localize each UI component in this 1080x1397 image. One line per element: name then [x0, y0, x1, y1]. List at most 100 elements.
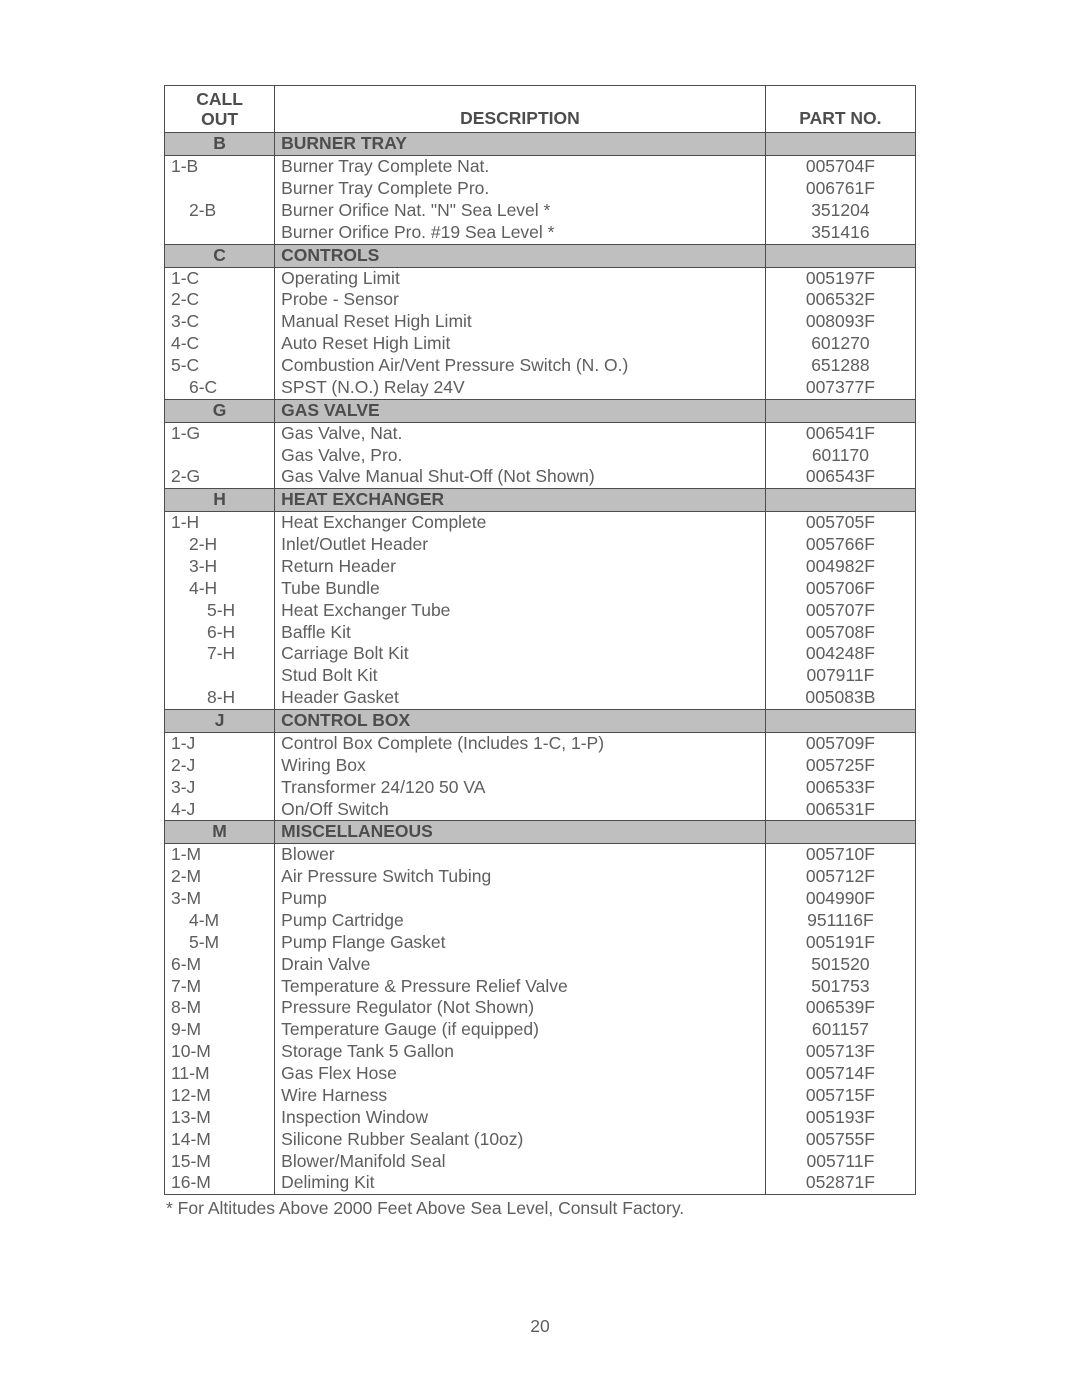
- table-row: 1-BBurner Tray Complete Nat.005704F: [165, 156, 916, 178]
- table-row: 5-HHeat Exchanger Tube005707F: [165, 600, 916, 622]
- description-cell: Inspection Window: [275, 1107, 766, 1129]
- description-cell: Burner Tray Complete Pro.: [275, 178, 766, 200]
- description-cell: Transformer 24/120 50 VA: [275, 777, 766, 799]
- table-row: 3-HReturn Header004982F: [165, 556, 916, 578]
- callout-text: 4-J: [171, 799, 268, 821]
- callout-cell: 1-J: [165, 732, 275, 754]
- callout-cell: 4-C: [165, 333, 275, 355]
- table-row: 14-MSilicone Rubber Sealant (10oz)005755…: [165, 1129, 916, 1151]
- table-row: 7-HCarriage Bolt Kit004248F: [165, 643, 916, 665]
- partno-cell: 006531F: [765, 799, 915, 821]
- table-row: 4-J On/Off Switch006531F: [165, 799, 916, 821]
- callout-text: 3-C: [171, 311, 268, 333]
- section-code: J: [165, 710, 275, 733]
- table-row: 2-MAir Pressure Switch Tubing005712F: [165, 866, 916, 888]
- table-row: 2-HInlet/Outlet Header005766F: [165, 534, 916, 556]
- partno-cell: 004982F: [765, 556, 915, 578]
- table-row: 6-HBaffle Kit005708F: [165, 622, 916, 644]
- callout-text: 8-M: [171, 997, 268, 1019]
- section-code: B: [165, 133, 275, 156]
- section-empty: [765, 710, 915, 733]
- callout-text: 1-B: [171, 156, 268, 178]
- table-row: 6-MDrain Valve501520: [165, 954, 916, 976]
- description-cell: Auto Reset High Limit: [275, 333, 766, 355]
- partno-cell: 005193F: [765, 1107, 915, 1129]
- callout-text: 6-M: [171, 954, 268, 976]
- table-row: 4-MPump Cartridge951116F: [165, 910, 916, 932]
- partno-cell: 005712F: [765, 866, 915, 888]
- partno-cell: 007377F: [765, 377, 915, 399]
- callout-text: 6-H: [171, 622, 268, 644]
- description-cell: Pump Flange Gasket: [275, 932, 766, 954]
- partno-cell: 005191F: [765, 932, 915, 954]
- callout-text: 4-C: [171, 333, 268, 355]
- callout-cell: 2-C: [165, 289, 275, 311]
- partno-cell: 006533F: [765, 777, 915, 799]
- description-cell: Burner Tray Complete Nat.: [275, 156, 766, 178]
- callout-cell: 3-M: [165, 888, 275, 910]
- callout-text: 2-H: [171, 534, 268, 556]
- callout-cell: 2-M: [165, 866, 275, 888]
- table-row: 1-JControl Box Complete (Includes 1-C, 1…: [165, 732, 916, 754]
- callout-cell: [165, 222, 275, 244]
- callout-text: 2-B: [171, 200, 268, 222]
- callout-text: 2-G: [171, 466, 268, 488]
- callout-cell: 2-B: [165, 200, 275, 222]
- callout-cell: [165, 178, 275, 200]
- table-row: 2-JWiring Box005725F: [165, 755, 916, 777]
- partno-cell: 005083B: [765, 687, 915, 709]
- description-cell: On/Off Switch: [275, 799, 766, 821]
- footnote: * For Altitudes Above 2000 Feet Above Se…: [164, 1195, 916, 1219]
- description-cell: Pump Cartridge: [275, 910, 766, 932]
- table-row: 1-MBlower005710F: [165, 844, 916, 866]
- callout-text: 7-M: [171, 976, 268, 998]
- partno-cell: 005708F: [765, 622, 915, 644]
- callout-text: 3-H: [171, 556, 268, 578]
- partno-cell: 006539F: [765, 997, 915, 1019]
- callout-text: 16-M: [171, 1172, 268, 1194]
- table-row: 10-MStorage Tank 5 Gallon005713F: [165, 1041, 916, 1063]
- callout-cell: 1-B: [165, 156, 275, 178]
- callout-text: 6-C: [171, 377, 268, 399]
- description-cell: Gas Valve, Nat.: [275, 422, 766, 444]
- section-title: GAS VALVE: [275, 399, 766, 422]
- callout-text: 1-M: [171, 844, 268, 866]
- description-cell: Tube Bundle: [275, 578, 766, 600]
- section-code: H: [165, 489, 275, 512]
- partno-cell: 351416: [765, 222, 915, 244]
- partno-cell: 005715F: [765, 1085, 915, 1107]
- table-row: Gas Valve, Pro.601170: [165, 445, 916, 467]
- table-row: 3-CManual Reset High Limit008093F: [165, 311, 916, 333]
- callout-cell: 4-J: [165, 799, 275, 821]
- callout-cell: 3-H: [165, 556, 275, 578]
- callout-cell: 13-M: [165, 1107, 275, 1129]
- table-body: BBURNER TRAY1-BBurner Tray Complete Nat.…: [165, 133, 916, 1195]
- callout-cell: 8-M: [165, 997, 275, 1019]
- partno-cell: 004990F: [765, 888, 915, 910]
- section-empty: [765, 489, 915, 512]
- table-row: 12-MWire Harness005715F: [165, 1085, 916, 1107]
- description-cell: Temperature Gauge (if equipped): [275, 1019, 766, 1041]
- section-row: BBURNER TRAY: [165, 133, 916, 156]
- callout-cell: 12-M: [165, 1085, 275, 1107]
- description-cell: Temperature & Pressure Relief Valve: [275, 976, 766, 998]
- table-row: 1-COperating Limit005197F: [165, 267, 916, 289]
- description-cell: Blower: [275, 844, 766, 866]
- callout-cell: 10-M: [165, 1041, 275, 1063]
- partno-cell: 005705F: [765, 512, 915, 534]
- callout-text: 4-M: [171, 910, 268, 932]
- description-cell: Manual Reset High Limit: [275, 311, 766, 333]
- partno-cell: 005711F: [765, 1151, 915, 1173]
- table-row: 7-MTemperature & Pressure Relief Valve50…: [165, 976, 916, 998]
- description-cell: Probe - Sensor: [275, 289, 766, 311]
- callout-text: 12-M: [171, 1085, 268, 1107]
- table-row: 15-MBlower/Manifold Seal005711F: [165, 1151, 916, 1173]
- callout-cell: 11-M: [165, 1063, 275, 1085]
- table-row: 3-JTransformer 24/120 50 VA006533F: [165, 777, 916, 799]
- section-row: HHEAT EXCHANGER: [165, 489, 916, 512]
- description-cell: SPST (N.O.) Relay 24V: [275, 377, 766, 399]
- section-title: BURNER TRAY: [275, 133, 766, 156]
- callout-text: 11-M: [171, 1063, 268, 1085]
- callout-cell: 6-M: [165, 954, 275, 976]
- partno-cell: 006532F: [765, 289, 915, 311]
